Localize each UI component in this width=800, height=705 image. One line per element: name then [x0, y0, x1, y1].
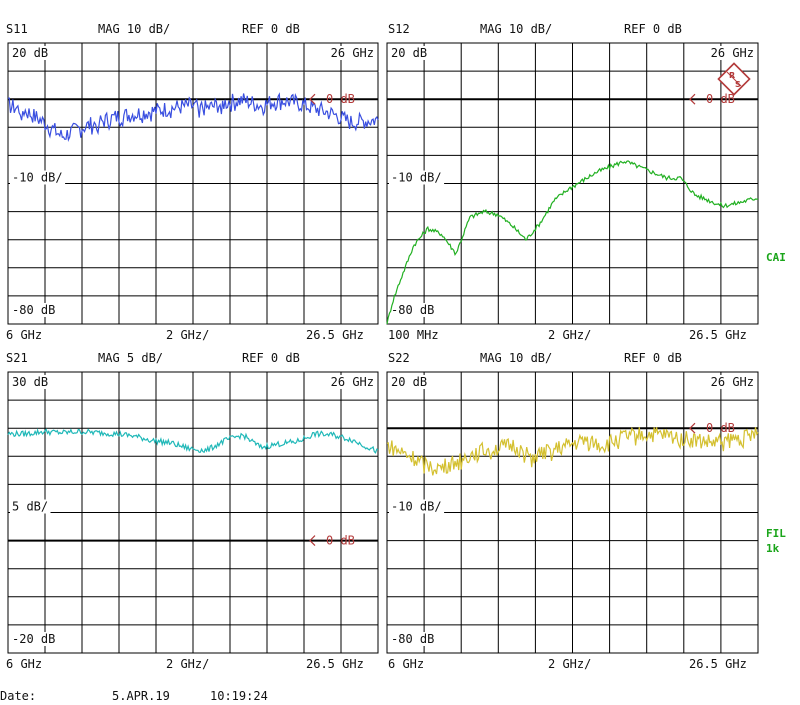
s21-scale-division-label-bg	[10, 499, 51, 514]
s21-top-scale-label-bg	[10, 375, 51, 389]
s22-format-label: MAG 10 dB/	[480, 351, 552, 365]
s21-bottom-scale-label: -20 dB	[12, 632, 55, 646]
svg-text:S: S	[735, 80, 741, 89]
s12-x-div: 2 GHz/	[548, 328, 591, 342]
s11-format-label: MAG 10 dB/	[98, 22, 170, 36]
s22-ref-marker-arrow	[689, 422, 696, 434]
s12-param-label: S12	[388, 22, 410, 36]
s12-top-scale-label-bg	[389, 46, 430, 60]
s12-stop-frequency-label-bg	[708, 46, 756, 60]
s11-plot: 20 dB 26 GHz -10 dB/ -80 dB 0 dB	[7, 42, 379, 325]
s12-format-label: MAG 10 dB/	[480, 22, 552, 36]
s12-ref-marker-label: 0 dB	[706, 92, 735, 106]
time-value: 10:19:24	[210, 689, 268, 703]
s11-bottom-scale-label: -80 dB	[12, 303, 55, 317]
s11-stop-frequency-label: 26 GHz	[331, 46, 374, 60]
s22-bottom-scale-label-bg	[389, 632, 437, 646]
s12-bottom-scale-label-bg	[389, 303, 437, 317]
rs-logo: R S	[717, 62, 751, 96]
s12-scale-division-label: -10 dB/	[391, 171, 442, 185]
s22-ref-marker-label: 0 dB	[706, 421, 735, 435]
s22-param-label: S22	[388, 351, 410, 365]
cal-indicator: CAI	[766, 251, 786, 264]
s22-top-scale-label-bg	[389, 375, 430, 389]
s21-top-scale-label: 30 dB	[12, 375, 48, 389]
s11-scale-division-label: -10 dB/	[12, 171, 63, 185]
panel-s22-footer: 6 GHz 2 GHz/ 26.5 GHz	[388, 657, 747, 671]
s11-x-div: 2 GHz/	[166, 328, 209, 342]
date-value: 5.APR.19	[112, 689, 170, 703]
s21-ref-marker-arrow	[309, 535, 316, 547]
s21-x-stop: 26.5 GHz	[306, 657, 364, 671]
panel-s21-header: S21 MAG 5 dB/ REF 0 dB	[6, 351, 300, 365]
s21-x-div: 2 GHz/	[166, 657, 209, 671]
s11-ref-marker-label: 0 dB	[326, 92, 355, 106]
s21-format-label: MAG 5 dB/	[98, 351, 163, 365]
s21-x-start: 6 GHz	[6, 657, 42, 671]
s12-ref-label: REF 0 dB	[624, 22, 682, 36]
s12-bottom-scale-label: -80 dB	[391, 303, 434, 317]
s11-top-scale-label: 20 dB	[12, 46, 48, 60]
s11-bottom-scale-label-bg	[10, 303, 58, 317]
s21-trace	[7, 428, 379, 454]
panel-s22-header: S22 MAG 10 dB/ REF 0 dB	[388, 351, 682, 365]
s22-x-stop: 26.5 GHz	[689, 657, 747, 671]
s11-scale-division-label-bg	[10, 170, 66, 185]
s12-trace	[386, 160, 758, 325]
s22-bottom-scale-label: -80 dB	[391, 632, 434, 646]
panel-s11-footer: 6 GHz 2 GHz/ 26.5 GHz	[6, 328, 364, 342]
s22-stop-frequency-label: 26 GHz	[711, 375, 754, 389]
s22-plot: 20 dB 26 GHz -10 dB/ -80 dB 0 dB	[386, 371, 759, 654]
filter-bandwidth: 1k	[766, 542, 780, 555]
s12-top-scale-label: 20 dB	[391, 46, 427, 60]
s22-trace	[386, 426, 759, 476]
s22-ref-label: REF 0 dB	[624, 351, 682, 365]
s21-stop-frequency-label: 26 GHz	[331, 375, 374, 389]
panel-s11-header: S11 MAG 10 dB/ REF 0 dB	[6, 22, 300, 36]
s12-scale-division-label-bg	[389, 170, 445, 185]
s11-x-stop: 26.5 GHz	[306, 328, 364, 342]
s22-x-div: 2 GHz/	[548, 657, 591, 671]
filter-indicator: FIL	[766, 527, 786, 540]
s21-bottom-scale-label-bg	[10, 632, 58, 646]
s12-plot: 20 dB 26 GHz -10 dB/ -80 dB 0 dB	[386, 42, 759, 325]
s21-param-label: S21	[6, 351, 28, 365]
panel-s12-footer: 100 MHz 2 GHz/ 26.5 GHz	[388, 328, 747, 342]
s21-plot: 30 dB 26 GHz 5 dB/ -20 dB 0 dB	[7, 371, 379, 654]
date-label: Date:	[0, 689, 36, 703]
s11-top-scale-label-bg	[10, 46, 51, 60]
s22-stop-frequency-label-bg	[708, 375, 756, 389]
s11-x-start: 6 GHz	[6, 328, 42, 342]
s11-ref-marker-arrow	[309, 93, 316, 105]
s21-ref-marker-label: 0 dB	[326, 534, 355, 548]
s12-stop-frequency-label: 26 GHz	[711, 46, 754, 60]
s22-scale-division-label: -10 dB/	[391, 500, 442, 514]
panel-s12-header: S12 MAG 10 dB/ REF 0 dB	[388, 22, 682, 36]
s12-x-stop: 26.5 GHz	[689, 328, 747, 342]
s22-top-scale-label: 20 dB	[391, 375, 427, 389]
s11-stop-frequency-label-bg	[328, 46, 376, 60]
s11-param-label: S11	[6, 22, 28, 36]
s11-trace	[7, 92, 379, 143]
datetime-footer: Date: 5.APR.19 10:19:24	[0, 689, 268, 703]
s12-ref-marker-arrow	[689, 93, 696, 105]
panel-s21-footer: 6 GHz 2 GHz/ 26.5 GHz	[6, 657, 364, 671]
s21-scale-division-label: 5 dB/	[12, 500, 48, 514]
s21-ref-label: REF 0 dB	[242, 351, 300, 365]
s12-x-start: 100 MHz	[388, 328, 439, 342]
s22-scale-division-label-bg	[389, 499, 445, 514]
s11-ref-label: REF 0 dB	[242, 22, 300, 36]
s22-x-start: 6 GHz	[388, 657, 424, 671]
s21-stop-frequency-label-bg	[328, 375, 376, 389]
svg-text:R: R	[729, 71, 735, 80]
